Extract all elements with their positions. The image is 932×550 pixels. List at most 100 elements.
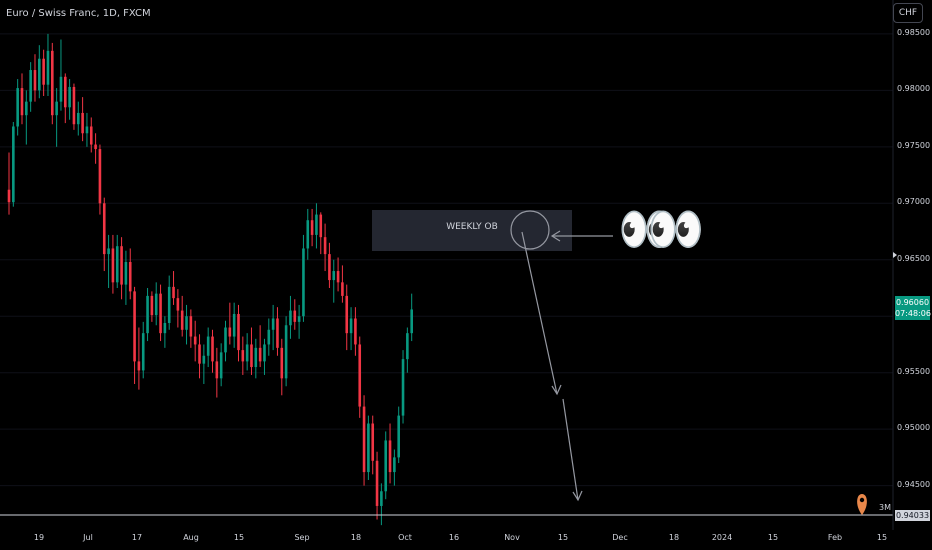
price-tick-label: 0.95000 xyxy=(897,423,931,433)
candle-body xyxy=(328,254,331,281)
candle-body xyxy=(349,318,353,334)
candle-body xyxy=(302,248,305,317)
candle-body xyxy=(124,262,128,285)
candle-body xyxy=(237,313,240,351)
candle-body xyxy=(211,336,214,362)
candle-body xyxy=(289,310,292,326)
candle-body xyxy=(397,415,400,458)
left-eye-emoji-icon: 👀 xyxy=(618,202,676,256)
current-price-label: 0.96060 07:48:06 xyxy=(895,296,931,320)
candle-body xyxy=(68,86,71,108)
candle-body xyxy=(193,336,197,345)
candle-body xyxy=(315,214,318,235)
time-tick-label: 19 xyxy=(33,533,45,542)
location-pin-icon[interactable] xyxy=(857,494,867,515)
candle-body xyxy=(102,203,106,255)
candle-body xyxy=(371,423,375,461)
candle-body xyxy=(141,333,145,371)
candle-body xyxy=(167,286,171,323)
candle-body xyxy=(180,310,184,330)
time-tick-label: 15 xyxy=(876,533,888,542)
candle-body xyxy=(306,220,310,249)
candle-body xyxy=(375,460,379,506)
candle-body xyxy=(219,352,223,379)
candle-body xyxy=(297,316,301,322)
candle-body xyxy=(7,189,11,203)
candle-body xyxy=(16,88,19,127)
candle-body xyxy=(323,237,327,255)
candle-body xyxy=(332,271,336,281)
candle-body xyxy=(12,126,15,203)
candle-body xyxy=(241,350,245,362)
candle-body xyxy=(384,440,388,492)
highlight-circle[interactable] xyxy=(510,210,550,250)
candle-body xyxy=(115,246,119,283)
candle-body xyxy=(128,262,132,292)
price-tick-label: 0.98500 xyxy=(897,27,931,37)
weekly-ob-label: WEEKLY OB xyxy=(446,222,498,232)
low-marker-price: 0.94033 xyxy=(895,510,930,521)
candle-body xyxy=(406,333,409,360)
candle-body xyxy=(85,126,89,134)
price-tick-label: 0.94500 xyxy=(897,479,931,489)
candle-body xyxy=(198,344,201,364)
symbol-title: Euro / Swiss Franc, 1D, FXCM xyxy=(6,8,151,19)
currency-button[interactable]: CHF xyxy=(893,3,923,23)
projection-arrow-2[interactable] xyxy=(562,398,583,502)
candle-body xyxy=(55,101,58,116)
candle-body xyxy=(310,220,314,235)
candle-body xyxy=(94,144,97,150)
candle-body xyxy=(20,88,24,116)
candle-body xyxy=(29,70,32,102)
time-tick-label: Nov xyxy=(504,533,520,542)
time-tick-label: Oct xyxy=(398,533,412,542)
time-tick-label: 17 xyxy=(131,533,143,542)
candle-body xyxy=(380,491,383,506)
candle-body xyxy=(267,329,271,345)
candle-body xyxy=(202,355,206,364)
candle-body xyxy=(263,344,266,362)
candle-body xyxy=(146,295,149,334)
candle-body xyxy=(362,406,366,473)
pointer-arrow[interactable] xyxy=(550,230,613,242)
candle-body xyxy=(150,295,154,316)
price-tick-label: 0.95500 xyxy=(897,366,931,376)
candle-body xyxy=(319,214,323,238)
candle-body xyxy=(59,76,63,102)
candle-body xyxy=(120,246,123,285)
price-tick-label: 0.97500 xyxy=(897,140,931,150)
candle-body xyxy=(258,347,262,362)
candle-body xyxy=(111,248,115,283)
time-tick-label: 18 xyxy=(350,533,362,542)
projection-arrow-1[interactable] xyxy=(521,231,562,396)
candle-body xyxy=(393,457,396,473)
candle-body xyxy=(51,50,54,116)
candle-body xyxy=(228,327,232,337)
candle-body xyxy=(276,318,279,348)
candle-body xyxy=(72,86,76,125)
time-tick-label: 16 xyxy=(448,533,460,542)
time-tick-label: 2024 xyxy=(711,533,733,542)
candle-body xyxy=(367,423,370,473)
candle-body xyxy=(76,112,80,125)
candle-body xyxy=(81,112,84,134)
time-tick-label: Feb xyxy=(827,533,843,542)
candle-body xyxy=(154,293,158,316)
candle-body xyxy=(224,327,227,353)
candle-body xyxy=(137,361,141,371)
candle-body xyxy=(38,58,41,91)
current-price-pointer-icon xyxy=(893,252,897,258)
candle-body xyxy=(354,318,357,345)
candle-body xyxy=(215,361,219,379)
time-tick-label: 15 xyxy=(767,533,779,542)
candle-body xyxy=(206,336,210,356)
time-tick-label: Dec xyxy=(612,533,628,542)
candle-body xyxy=(410,309,413,334)
weekly-ob-zone[interactable] xyxy=(372,210,572,251)
time-tick-label: 15 xyxy=(557,533,569,542)
candle-body xyxy=(98,149,102,204)
candle-body xyxy=(176,298,180,311)
candle-body xyxy=(89,126,93,145)
time-tick-label: Jul xyxy=(83,533,93,542)
